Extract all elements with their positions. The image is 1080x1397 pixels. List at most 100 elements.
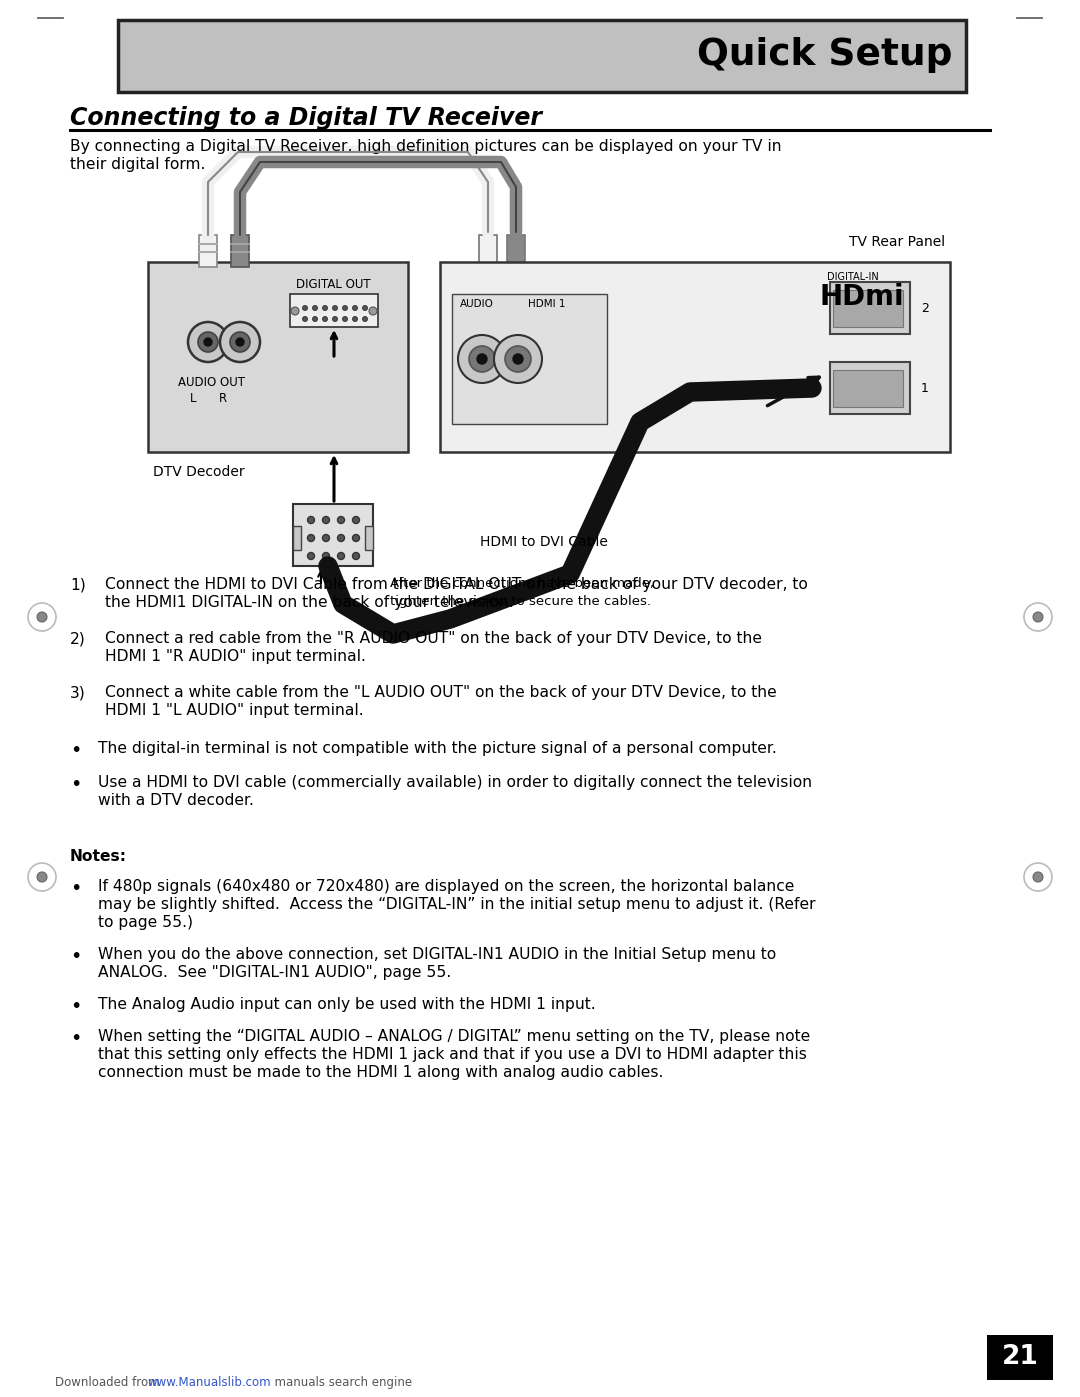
- Text: •: •: [70, 775, 81, 793]
- Circle shape: [342, 306, 348, 310]
- Text: DIGITAL-IN: DIGITAL-IN: [827, 272, 879, 282]
- Circle shape: [477, 353, 487, 365]
- Text: AUDIO OUT: AUDIO OUT: [178, 376, 245, 388]
- Circle shape: [1032, 612, 1043, 622]
- Text: 2: 2: [921, 302, 929, 314]
- Circle shape: [323, 552, 329, 560]
- Circle shape: [513, 353, 523, 365]
- Text: that this setting only effects the HDMI 1 jack and that if you use a DVI to HDMI: that this setting only effects the HDMI …: [98, 1046, 807, 1062]
- FancyBboxPatch shape: [831, 282, 910, 334]
- FancyBboxPatch shape: [293, 527, 301, 550]
- Text: HDMI to DVI Cable: HDMI to DVI Cable: [480, 535, 608, 549]
- Circle shape: [323, 317, 327, 321]
- Circle shape: [1032, 872, 1043, 882]
- Text: Quick Setup: Quick Setup: [697, 36, 951, 73]
- Text: HDmi: HDmi: [820, 284, 905, 312]
- FancyBboxPatch shape: [507, 235, 525, 267]
- Text: 1): 1): [70, 577, 85, 592]
- Circle shape: [291, 307, 299, 314]
- Text: their digital form.: their digital form.: [70, 156, 205, 172]
- Text: By connecting a Digital TV Receiver, high definition pictures can be displayed o: By connecting a Digital TV Receiver, hig…: [70, 140, 782, 155]
- Text: tighten the screw to secure the cables.: tighten the screw to secure the cables.: [390, 595, 651, 608]
- Circle shape: [352, 552, 360, 560]
- Text: with a DTV decoder.: with a DTV decoder.: [98, 793, 254, 807]
- Circle shape: [37, 612, 48, 622]
- Circle shape: [469, 346, 495, 372]
- Text: to page 55.): to page 55.): [98, 915, 193, 930]
- Text: •: •: [70, 947, 81, 965]
- Circle shape: [337, 552, 345, 560]
- Circle shape: [323, 306, 327, 310]
- FancyBboxPatch shape: [440, 263, 950, 453]
- Text: 1: 1: [921, 381, 929, 394]
- Text: www.Manualslib.com: www.Manualslib.com: [148, 1376, 272, 1389]
- Text: Connecting to a Digital TV Receiver: Connecting to a Digital TV Receiver: [70, 106, 542, 130]
- Circle shape: [1024, 863, 1052, 891]
- Text: •: •: [70, 740, 81, 760]
- Circle shape: [333, 306, 337, 310]
- Circle shape: [308, 535, 314, 542]
- Text: the HDMI1 DIGITAL-IN on the back of your television.: the HDMI1 DIGITAL-IN on the back of your…: [105, 595, 514, 610]
- Circle shape: [352, 535, 360, 542]
- Circle shape: [1024, 604, 1052, 631]
- Text: Connect a red cable from the "R AUDIO OUT" on the back of your DTV Device, to th: Connect a red cable from the "R AUDIO OU…: [105, 631, 762, 645]
- Circle shape: [333, 317, 337, 321]
- Circle shape: [220, 321, 260, 362]
- Circle shape: [37, 872, 48, 882]
- Text: Connect a white cable from the "L AUDIO OUT" on the back of your DTV Device, to : Connect a white cable from the "L AUDIO …: [105, 685, 777, 700]
- Text: DIGITAL OUT: DIGITAL OUT: [296, 278, 370, 291]
- Circle shape: [363, 317, 367, 321]
- Text: 3): 3): [70, 685, 85, 700]
- FancyBboxPatch shape: [480, 235, 497, 267]
- Circle shape: [308, 517, 314, 524]
- FancyBboxPatch shape: [118, 20, 966, 92]
- Circle shape: [188, 321, 228, 362]
- Text: If 480p signals (640x480 or 720x480) are displayed on the screen, the horizontal: If 480p signals (640x480 or 720x480) are…: [98, 879, 795, 894]
- Circle shape: [353, 317, 357, 321]
- FancyBboxPatch shape: [231, 235, 249, 267]
- Circle shape: [28, 863, 56, 891]
- Text: HDMI 1 "R AUDIO" input terminal.: HDMI 1 "R AUDIO" input terminal.: [105, 650, 366, 664]
- FancyBboxPatch shape: [199, 235, 217, 267]
- Circle shape: [369, 307, 377, 314]
- Text: When you do the above connection, set DIGITAL-IN1 AUDIO in the Initial Setup men: When you do the above connection, set DI…: [98, 947, 777, 963]
- Text: AUDIO: AUDIO: [460, 299, 494, 309]
- Circle shape: [237, 338, 244, 346]
- Circle shape: [337, 517, 345, 524]
- Text: Use a HDMI to DVI cable (commercially available) in order to digitally connect t: Use a HDMI to DVI cable (commercially av…: [98, 775, 812, 789]
- Circle shape: [494, 335, 542, 383]
- Text: Connect the HDMI to DVI Cable from the DIGITAL OUT on the back of your DTV decod: Connect the HDMI to DVI Cable from the D…: [105, 577, 808, 592]
- Circle shape: [204, 338, 212, 346]
- FancyBboxPatch shape: [831, 362, 910, 414]
- Text: •: •: [70, 879, 81, 898]
- Text: HDMI 1 "L AUDIO" input terminal.: HDMI 1 "L AUDIO" input terminal.: [105, 703, 364, 718]
- Text: 2): 2): [70, 631, 85, 645]
- Circle shape: [458, 335, 507, 383]
- Circle shape: [323, 517, 329, 524]
- Circle shape: [308, 552, 314, 560]
- Circle shape: [337, 535, 345, 542]
- Text: The Analog Audio input can only be used with the HDMI 1 input.: The Analog Audio input can only be used …: [98, 997, 596, 1011]
- FancyBboxPatch shape: [293, 504, 373, 566]
- Text: connection must be made to the HDMI 1 along with analog audio cables.: connection must be made to the HDMI 1 al…: [98, 1065, 663, 1080]
- Circle shape: [352, 517, 360, 524]
- FancyBboxPatch shape: [987, 1336, 1053, 1380]
- Text: •: •: [70, 997, 81, 1016]
- Text: may be slightly shifted.  Access the “DIGITAL-IN” in the initial setup menu to a: may be slightly shifted. Access the “DIG…: [98, 897, 815, 912]
- Circle shape: [353, 306, 357, 310]
- FancyBboxPatch shape: [365, 527, 373, 550]
- Text: Notes:: Notes:: [70, 849, 127, 863]
- Circle shape: [505, 346, 531, 372]
- FancyBboxPatch shape: [453, 293, 607, 425]
- Text: 21: 21: [1001, 1344, 1039, 1370]
- FancyBboxPatch shape: [291, 293, 378, 327]
- Text: manuals search engine: manuals search engine: [267, 1376, 413, 1389]
- FancyBboxPatch shape: [833, 370, 903, 407]
- FancyBboxPatch shape: [833, 291, 903, 327]
- Text: HDMI 1: HDMI 1: [528, 299, 566, 309]
- Circle shape: [313, 317, 318, 321]
- FancyBboxPatch shape: [148, 263, 408, 453]
- Circle shape: [313, 306, 318, 310]
- Text: L      R: L R: [190, 391, 227, 405]
- Circle shape: [230, 332, 249, 352]
